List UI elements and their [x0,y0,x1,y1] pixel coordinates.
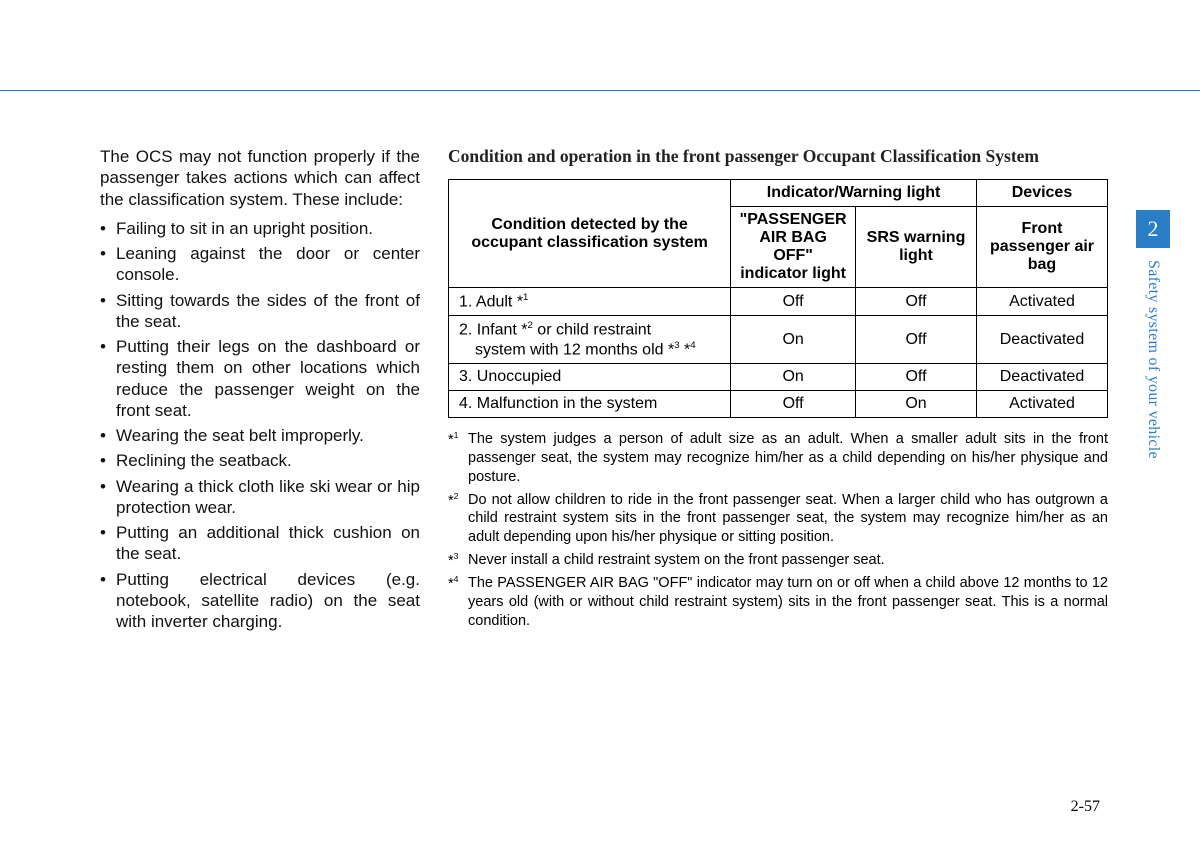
footnote: *3 Never install a child restraint system… [448,551,1108,570]
ocs-table: Condition detected by the occupant class… [448,179,1108,418]
cell-condition: 2. Infant *2 or child restraintsystem wi… [449,316,731,364]
footnote-marker: *1 [448,430,459,450]
th-condition: Condition detected by the occupant class… [449,180,731,288]
footnote-text: The system judges a person of adult size… [468,431,1108,485]
cell-condition: 4. Malfunction in the system [449,390,731,417]
list-item: Wearing the seat belt improperly. [100,425,420,446]
behavior-list: Failing to sit in an upright position. L… [100,218,420,633]
footnote-marker: *3 [448,551,459,571]
cell: Deactivated [976,316,1107,364]
right-column: Condition and operation in the front pas… [448,146,1108,636]
cell: Activated [976,288,1107,316]
table-row: 1. Adult *1 Off Off Activated [449,288,1108,316]
footnote: *2 Do not allow children to ride in the f… [448,491,1108,548]
left-column: The OCS may not function properly if the… [100,146,420,636]
cell: Off [856,363,977,390]
th-indicator: Indicator/Warning light [731,180,977,207]
footnote: *1 The system judges a person of adult si… [448,430,1108,487]
section-heading: Condition and operation in the front pas… [448,146,1108,167]
cell: Off [856,288,977,316]
page-number: 2-57 [1071,798,1100,816]
cell: On [731,316,856,364]
footnote-text: The PASSENGER AIR BAG "OFF" indicator ma… [468,575,1108,629]
list-item: Sitting towards the sides of the front o… [100,290,420,333]
list-item: Reclining the seatback. [100,450,420,471]
table-row: 4. Malfunction in the system Off On Acti… [449,390,1108,417]
list-item: Leaning against the door or center conso… [100,243,420,286]
cell: On [856,390,977,417]
cell-condition: 3. Unoccupied [449,363,731,390]
list-item: Putting their legs on the dashboard or r… [100,336,420,421]
cell: Off [856,316,977,364]
cell: Off [731,390,856,417]
th-front-airbag: Front passenger air bag [976,207,1107,288]
footnote-marker: *4 [448,574,459,594]
th-srs: SRS warning light [856,207,977,288]
table-row: 2. Infant *2 or child restraintsystem wi… [449,316,1108,364]
chapter-label: Safety system of your vehicle [1144,248,1162,459]
intro-paragraph: The OCS may not function properly if the… [100,146,420,210]
th-devices: Devices [976,180,1107,207]
footnote-marker: *2 [448,491,459,511]
list-item: Putting electrical devices (e.g. noteboo… [100,569,420,633]
cell: Activated [976,390,1107,417]
list-item: Putting an additional thick cushion on t… [100,522,420,565]
footnote-text: Do not allow children to ride in the fro… [468,492,1108,546]
cell: Off [731,288,856,316]
footnote-text: Never install a child restraint system o… [468,552,885,568]
list-item: Wearing a thick cloth like ski wear or h… [100,476,420,519]
table-row: 3. Unoccupied On Off Deactivated [449,363,1108,390]
top-divider [0,90,1200,91]
list-item: Failing to sit in an upright position. [100,218,420,239]
cell: Deactivated [976,363,1107,390]
footnote: *4 The PASSENGER AIR BAG "OFF" indicator … [448,574,1108,631]
cell: On [731,363,856,390]
th-airbag-off: "PASSENGER AIR BAG OFF" indicator light [731,207,856,288]
cell-condition: 1. Adult *1 [449,288,731,316]
chapter-number: 2 [1136,210,1170,248]
page-content: The OCS may not function properly if the… [0,0,1200,676]
footnotes: *1 The system judges a person of adult si… [448,430,1108,630]
chapter-tab: 2 Safety system of your vehicle [1136,210,1170,459]
